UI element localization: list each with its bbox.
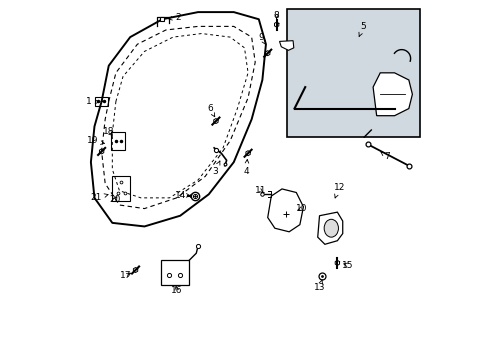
Polygon shape — [372, 73, 411, 116]
Text: 16: 16 — [170, 285, 182, 294]
Text: 4: 4 — [243, 159, 248, 176]
Bar — [112, 176, 130, 202]
Polygon shape — [317, 212, 342, 244]
Text: 12: 12 — [333, 183, 344, 198]
Text: 10: 10 — [295, 204, 307, 213]
Text: 17: 17 — [120, 271, 131, 280]
Text: 8: 8 — [273, 11, 279, 20]
Polygon shape — [279, 41, 293, 50]
Text: 18: 18 — [103, 127, 114, 136]
Polygon shape — [267, 189, 303, 232]
Text: 11: 11 — [254, 186, 266, 195]
Text: 20: 20 — [109, 195, 121, 204]
Text: 1: 1 — [86, 97, 99, 106]
Text: 9: 9 — [258, 33, 265, 45]
Bar — [95, 97, 108, 106]
Text: 2: 2 — [168, 13, 181, 22]
Text: 14: 14 — [174, 190, 190, 199]
Text: 21: 21 — [90, 193, 108, 202]
Text: 13: 13 — [313, 280, 325, 292]
Text: 6: 6 — [206, 104, 214, 117]
Bar — [287, 9, 419, 137]
Bar — [110, 132, 124, 150]
Text: 5: 5 — [358, 22, 366, 36]
Bar — [160, 260, 189, 285]
Text: 3: 3 — [212, 161, 220, 176]
Text: 7: 7 — [380, 152, 389, 161]
Text: 19: 19 — [87, 136, 104, 145]
Ellipse shape — [324, 219, 338, 237]
Text: 15: 15 — [342, 261, 353, 270]
